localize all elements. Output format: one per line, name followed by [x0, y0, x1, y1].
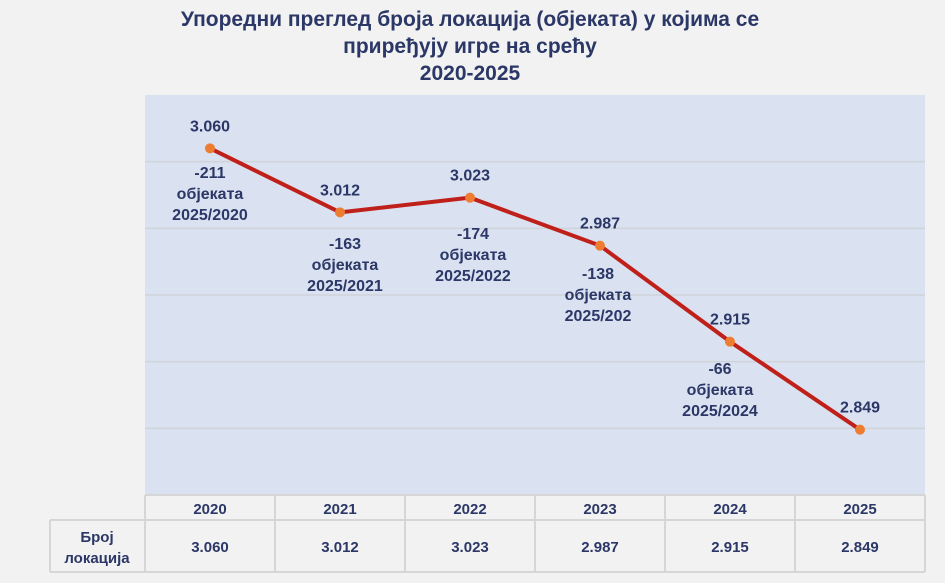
annotation-text: -174 — [457, 226, 489, 243]
annotation-text: -138 — [582, 266, 614, 283]
annotation-text: објеката — [177, 186, 244, 203]
annotation-text: објеката — [687, 382, 754, 399]
table-value: 3.060 — [191, 539, 229, 556]
data-point — [725, 336, 735, 347]
data-label: 2.987 — [580, 216, 620, 233]
annotation-text: објеката — [565, 287, 632, 304]
annotation-text: објеката — [312, 257, 379, 274]
data-label: 3.060 — [190, 118, 230, 135]
data-point — [205, 143, 215, 154]
x-tick-label: 2022 — [453, 501, 486, 518]
data-point — [855, 424, 865, 435]
annotation-text: -211 — [194, 165, 225, 182]
data-label: 2.849 — [840, 400, 880, 417]
table-value: 3.023 — [451, 539, 489, 556]
annotation-text: 2025/2020 — [172, 207, 248, 224]
x-tick-label: 2025 — [843, 501, 876, 518]
title-line-3: 2020-2025 — [419, 62, 521, 85]
annotation-text: -163 — [329, 236, 361, 253]
table-value: 2.849 — [841, 539, 879, 556]
table-row-label: Број — [80, 529, 113, 546]
annotation-text: -66 — [708, 361, 731, 378]
table-value: 2.987 — [581, 539, 619, 556]
data-point — [595, 240, 605, 251]
x-tick-label: 2023 — [583, 501, 616, 518]
x-tick-label: 2021 — [323, 501, 356, 518]
annotation-text: 2025/202 — [565, 308, 632, 325]
x-tick-label: 2024 — [713, 501, 747, 518]
series-line — [209, 146, 862, 432]
data-label: 2.915 — [710, 312, 750, 329]
annotation-text: 2025/2021 — [307, 278, 383, 295]
annotation-text: 2025/2022 — [435, 268, 511, 285]
table-row-label-bg — [50, 520, 145, 572]
x-tick-label: 2020 — [193, 501, 226, 518]
data-point — [465, 192, 475, 203]
table-row-label: локација — [64, 550, 130, 567]
chart-title: Упоредни преглед броја локација (објекат… — [0, 6, 940, 87]
annotation-text: објеката — [440, 247, 507, 264]
title-line-2: приређују игре на срећу — [343, 35, 597, 58]
data-point — [335, 207, 345, 218]
table-value: 2.915 — [711, 539, 749, 556]
annotation-text: 2025/2024 — [682, 403, 758, 420]
data-label: 3.023 — [450, 168, 490, 185]
title-line-1: Упоредни преглед броја локација (објекат… — [180, 8, 760, 31]
table-value: 3.012 — [321, 539, 359, 556]
data-label: 3.012 — [320, 182, 360, 199]
